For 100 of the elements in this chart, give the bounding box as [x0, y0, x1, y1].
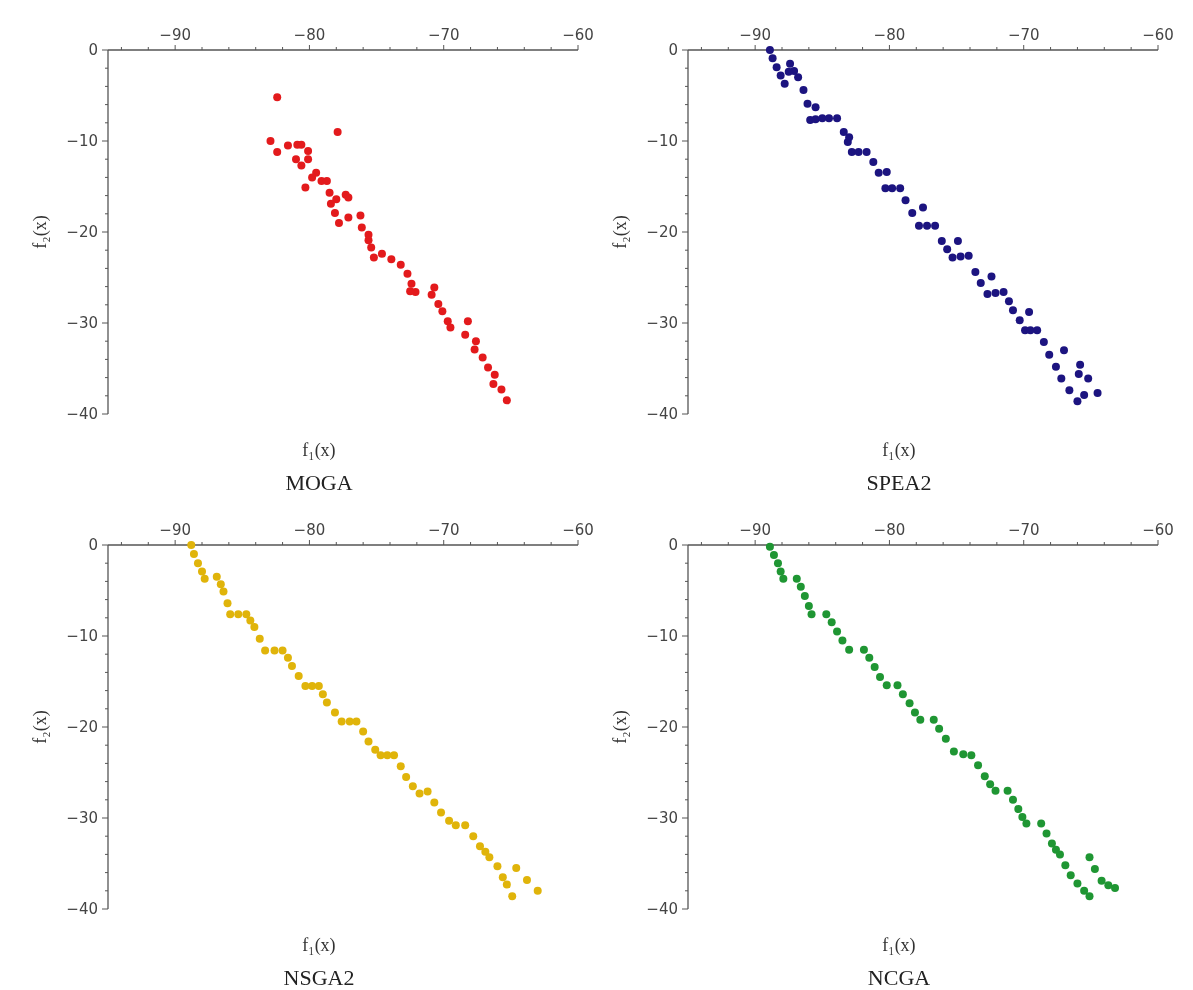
point: [765, 542, 774, 551]
point: [1080, 886, 1089, 895]
x-tick-label: −90: [159, 26, 191, 44]
point: [387, 255, 396, 264]
point: [1066, 871, 1075, 880]
x-tick-label: −70: [427, 26, 460, 44]
point: [508, 892, 517, 901]
point: [330, 208, 339, 217]
point: [198, 567, 206, 576]
point: [792, 574, 801, 583]
y-tick-label: −20: [646, 223, 678, 242]
point: [430, 283, 439, 292]
y-tick-label: 0: [88, 41, 98, 60]
point: [502, 880, 511, 889]
point: [1104, 881, 1113, 890]
point: [475, 842, 484, 851]
point: [1047, 839, 1056, 848]
point: [1090, 864, 1099, 873]
x-axis-title: f₁(x): [882, 440, 916, 461]
point: [364, 737, 373, 746]
point: [469, 832, 478, 841]
point: [796, 582, 805, 591]
x-tick-label: −80: [293, 26, 326, 44]
text: SPEA2: [866, 470, 932, 495]
point: [941, 734, 950, 743]
point: [333, 127, 342, 136]
point: [216, 580, 225, 589]
point: [345, 717, 354, 726]
point: [304, 155, 313, 164]
point: [294, 672, 303, 681]
point: [1111, 884, 1120, 893]
point: [1037, 819, 1046, 828]
y-axis-title: f₂(x): [30, 710, 51, 744]
point: [769, 551, 778, 560]
point: [337, 717, 346, 726]
point: [497, 385, 506, 394]
point: [773, 559, 782, 568]
point: [396, 762, 405, 771]
y-tick-label: 0: [668, 536, 678, 555]
x-tick-label: −90: [159, 521, 191, 539]
point: [461, 330, 470, 339]
point: [318, 690, 327, 699]
point: [910, 708, 919, 717]
point: [226, 610, 235, 619]
y-tick-label: 0: [88, 536, 98, 555]
y-tick-label: −20: [646, 718, 678, 737]
point: [522, 875, 531, 884]
point: [967, 751, 976, 760]
point: [502, 396, 511, 405]
point: [242, 610, 251, 619]
point: [325, 188, 334, 197]
point: [882, 681, 891, 690]
text: NSGA2: [283, 965, 355, 990]
point: [408, 782, 417, 791]
point: [250, 622, 259, 631]
point: [512, 864, 521, 873]
point: [443, 317, 452, 326]
point: [407, 279, 416, 288]
point: [332, 195, 341, 204]
x-tick-label: −60: [1142, 26, 1174, 44]
point: [234, 610, 243, 619]
point: [991, 786, 1000, 795]
point: [283, 141, 292, 150]
point: [1014, 804, 1023, 813]
point: [1042, 829, 1051, 838]
point: [427, 290, 436, 299]
point: [364, 230, 373, 239]
point: [980, 772, 989, 781]
point: [344, 213, 353, 222]
point: [415, 789, 424, 798]
point: [859, 645, 868, 654]
point: [498, 873, 507, 882]
point: [438, 307, 447, 316]
x-tick-label: −90: [739, 26, 771, 44]
point: [1097, 876, 1106, 885]
point: [916, 715, 925, 724]
point: [833, 627, 842, 636]
point: [200, 574, 209, 583]
point: [1055, 850, 1064, 859]
point: [827, 618, 836, 627]
text: MOGA: [285, 470, 353, 495]
point: [255, 634, 264, 643]
point: [270, 646, 279, 655]
point: [876, 672, 885, 681]
point: [278, 646, 287, 655]
point: [445, 816, 454, 825]
point: [396, 260, 405, 269]
point: [533, 886, 542, 895]
point: [406, 287, 415, 296]
point: [434, 299, 443, 308]
y-axis-title: f₂(x): [30, 215, 51, 249]
x-axis-title: f₁(x): [882, 935, 916, 956]
x-tick-label: −80: [873, 26, 906, 44]
point: [1008, 795, 1017, 804]
y-tick-label: −30: [66, 809, 98, 828]
point: [935, 724, 944, 733]
point: [292, 155, 300, 164]
x-tick-label: −80: [873, 521, 906, 539]
text: NCGA: [867, 965, 931, 990]
point: [283, 653, 292, 662]
